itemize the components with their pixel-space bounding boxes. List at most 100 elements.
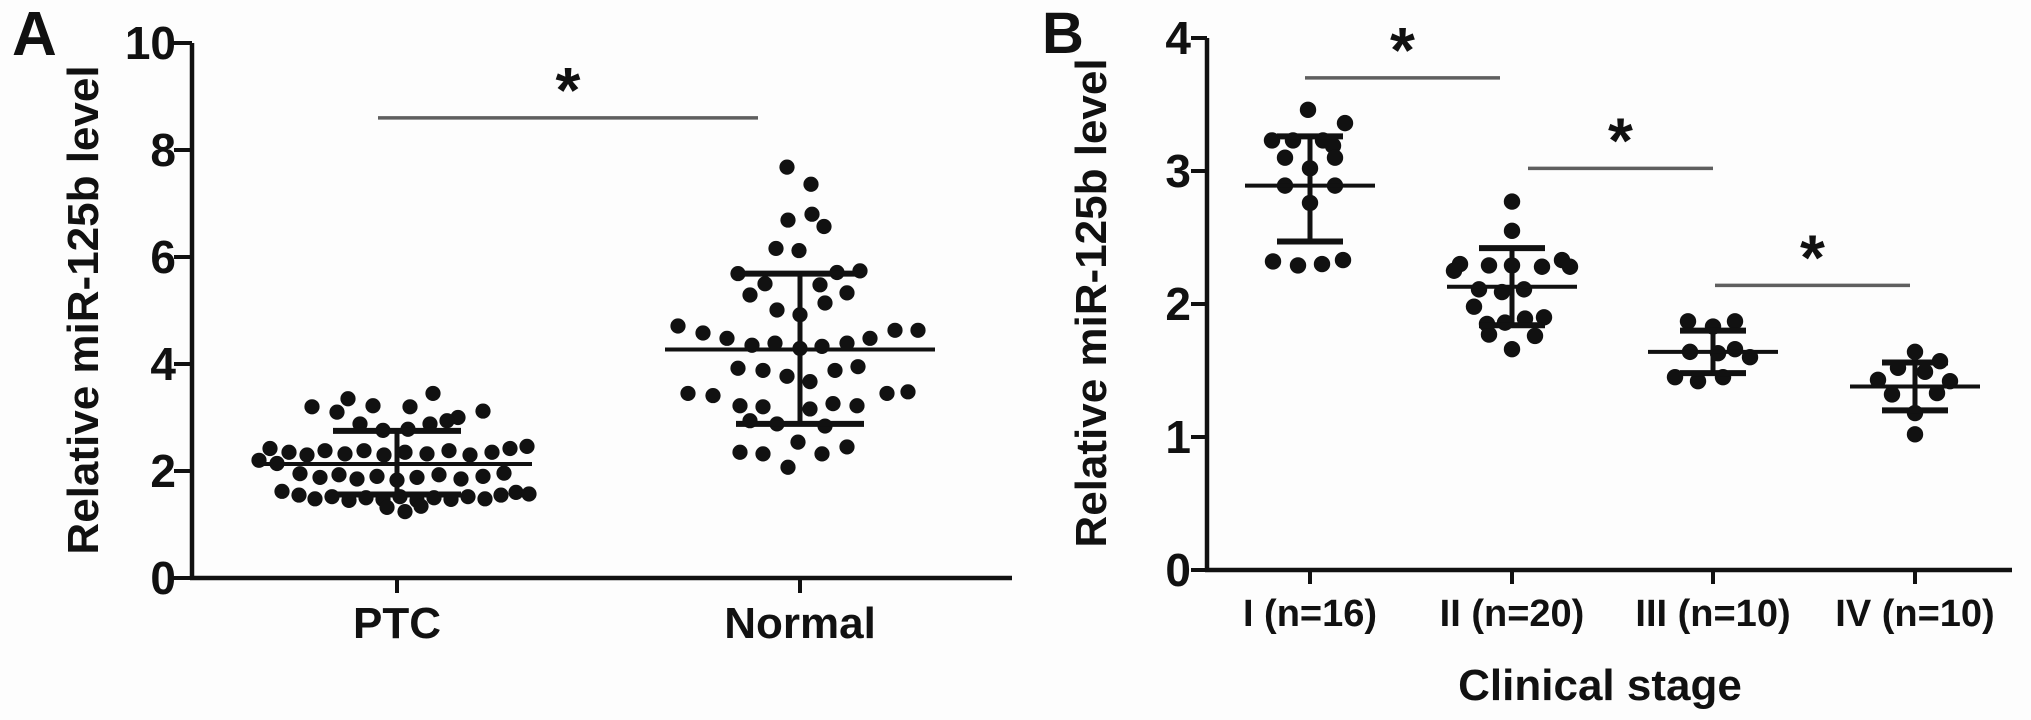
data-point (1869, 371, 1887, 389)
data-point (802, 374, 818, 390)
data-point (755, 362, 771, 379)
data-point (331, 467, 347, 483)
data-point (1503, 222, 1521, 240)
data-point (484, 444, 500, 460)
data-point (337, 446, 353, 462)
data-point (356, 443, 372, 459)
data-point (719, 330, 735, 346)
data-point (475, 403, 491, 419)
data-point (369, 468, 385, 484)
data-point (493, 487, 509, 503)
data-point (1666, 368, 1684, 386)
category-label: Normal (724, 599, 876, 648)
data-point (292, 466, 308, 482)
data-point (850, 359, 866, 375)
category-label: II (n=20) (1440, 593, 1585, 635)
data-point (453, 471, 469, 487)
data-point (769, 302, 785, 318)
data-point (1883, 386, 1901, 403)
y-axis-title: Relative miR-125b level (59, 65, 108, 554)
data-point (1326, 149, 1344, 166)
x-axis-title: Clinical stage (1458, 661, 1742, 710)
data-point (680, 385, 696, 402)
data-point (274, 483, 290, 499)
data-point (839, 439, 855, 455)
data-point (755, 446, 771, 462)
data-point (409, 469, 425, 486)
data-point (1263, 132, 1281, 149)
data-point (475, 468, 491, 484)
data-point (879, 385, 895, 402)
data-point (814, 338, 830, 354)
error-bar (665, 270, 935, 427)
data-point (1264, 253, 1282, 270)
data-point (1906, 426, 1924, 443)
data-point (839, 285, 855, 301)
data-point (312, 469, 328, 486)
data-point (1336, 114, 1354, 132)
data-point (839, 335, 855, 351)
data-point (1334, 251, 1352, 269)
data-point (732, 444, 748, 460)
category-label: III (n=10) (1635, 593, 1790, 635)
data-point (1289, 257, 1307, 274)
panel-a: A 0 2 4 6 8 10 Relative miR-125b level PTC Normal… (12, 0, 1012, 648)
data-point (519, 438, 535, 454)
data-point (767, 335, 783, 351)
data-point (804, 206, 820, 222)
y-tick-label: 4 (1165, 12, 1191, 64)
data-point (827, 362, 843, 379)
data-point (1445, 262, 1463, 279)
data-point (670, 318, 686, 334)
data-point (1503, 193, 1521, 210)
data-point (496, 465, 512, 481)
data-point (422, 416, 438, 432)
data-point (755, 399, 771, 415)
data-point (365, 398, 381, 414)
data-point (790, 434, 806, 450)
data-point (460, 489, 476, 505)
data-point (352, 416, 368, 432)
data-point (1276, 149, 1294, 166)
data-point (791, 242, 807, 259)
data-point (862, 330, 878, 346)
data-point (502, 440, 518, 457)
data-point (307, 491, 323, 507)
data-point (814, 446, 830, 462)
error-bar (1447, 245, 1577, 329)
data-point (732, 398, 748, 414)
data-point (780, 459, 796, 475)
data-point (402, 399, 418, 415)
data-point (1503, 341, 1521, 358)
data-point (803, 176, 819, 192)
data-point (757, 276, 773, 292)
data-point (780, 212, 796, 228)
y-tick-label: 0 (1165, 544, 1191, 596)
data-point (1465, 298, 1483, 315)
data-point (379, 499, 395, 515)
data-point (816, 218, 832, 235)
data-point (1679, 313, 1697, 330)
error-bar (262, 427, 532, 498)
data-point (1916, 363, 1934, 381)
panel-letter: B (1042, 1, 1084, 66)
data-point (1726, 313, 1744, 330)
category-label: PTC (353, 599, 441, 648)
data-point (291, 487, 307, 503)
data-point (779, 159, 795, 175)
data-point (376, 447, 392, 463)
data-point (1561, 258, 1579, 275)
category-label: I (n=16) (1243, 593, 1377, 635)
data-point (1299, 101, 1317, 119)
data-point (419, 446, 435, 462)
significance-asterisk: * (1390, 14, 1415, 86)
data-point (299, 447, 315, 463)
y-tick-label: 2 (1165, 278, 1191, 330)
significance-asterisk: * (1800, 221, 1825, 293)
y-tick-label: 3 (1165, 145, 1191, 197)
data-point (340, 391, 356, 407)
y-tick-label: 0 (150, 552, 176, 604)
data-point (1480, 326, 1498, 343)
data-point (425, 385, 441, 402)
error-bar (1648, 327, 1778, 377)
